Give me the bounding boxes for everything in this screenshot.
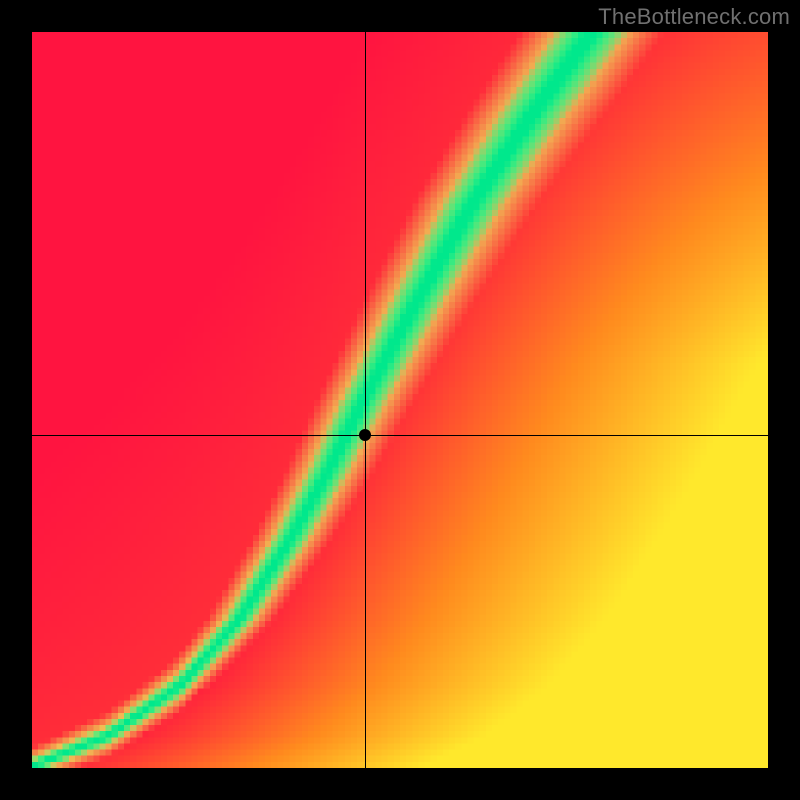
watermark-text: TheBottleneck.com — [598, 4, 790, 30]
chart-container: { "watermark": "TheBottleneck.com", "cha… — [0, 0, 800, 800]
heatmap-canvas — [32, 32, 768, 768]
crosshair-marker — [359, 429, 371, 441]
heatmap-plot — [32, 32, 768, 768]
crosshair-vertical — [365, 32, 366, 768]
crosshair-horizontal — [32, 435, 768, 436]
